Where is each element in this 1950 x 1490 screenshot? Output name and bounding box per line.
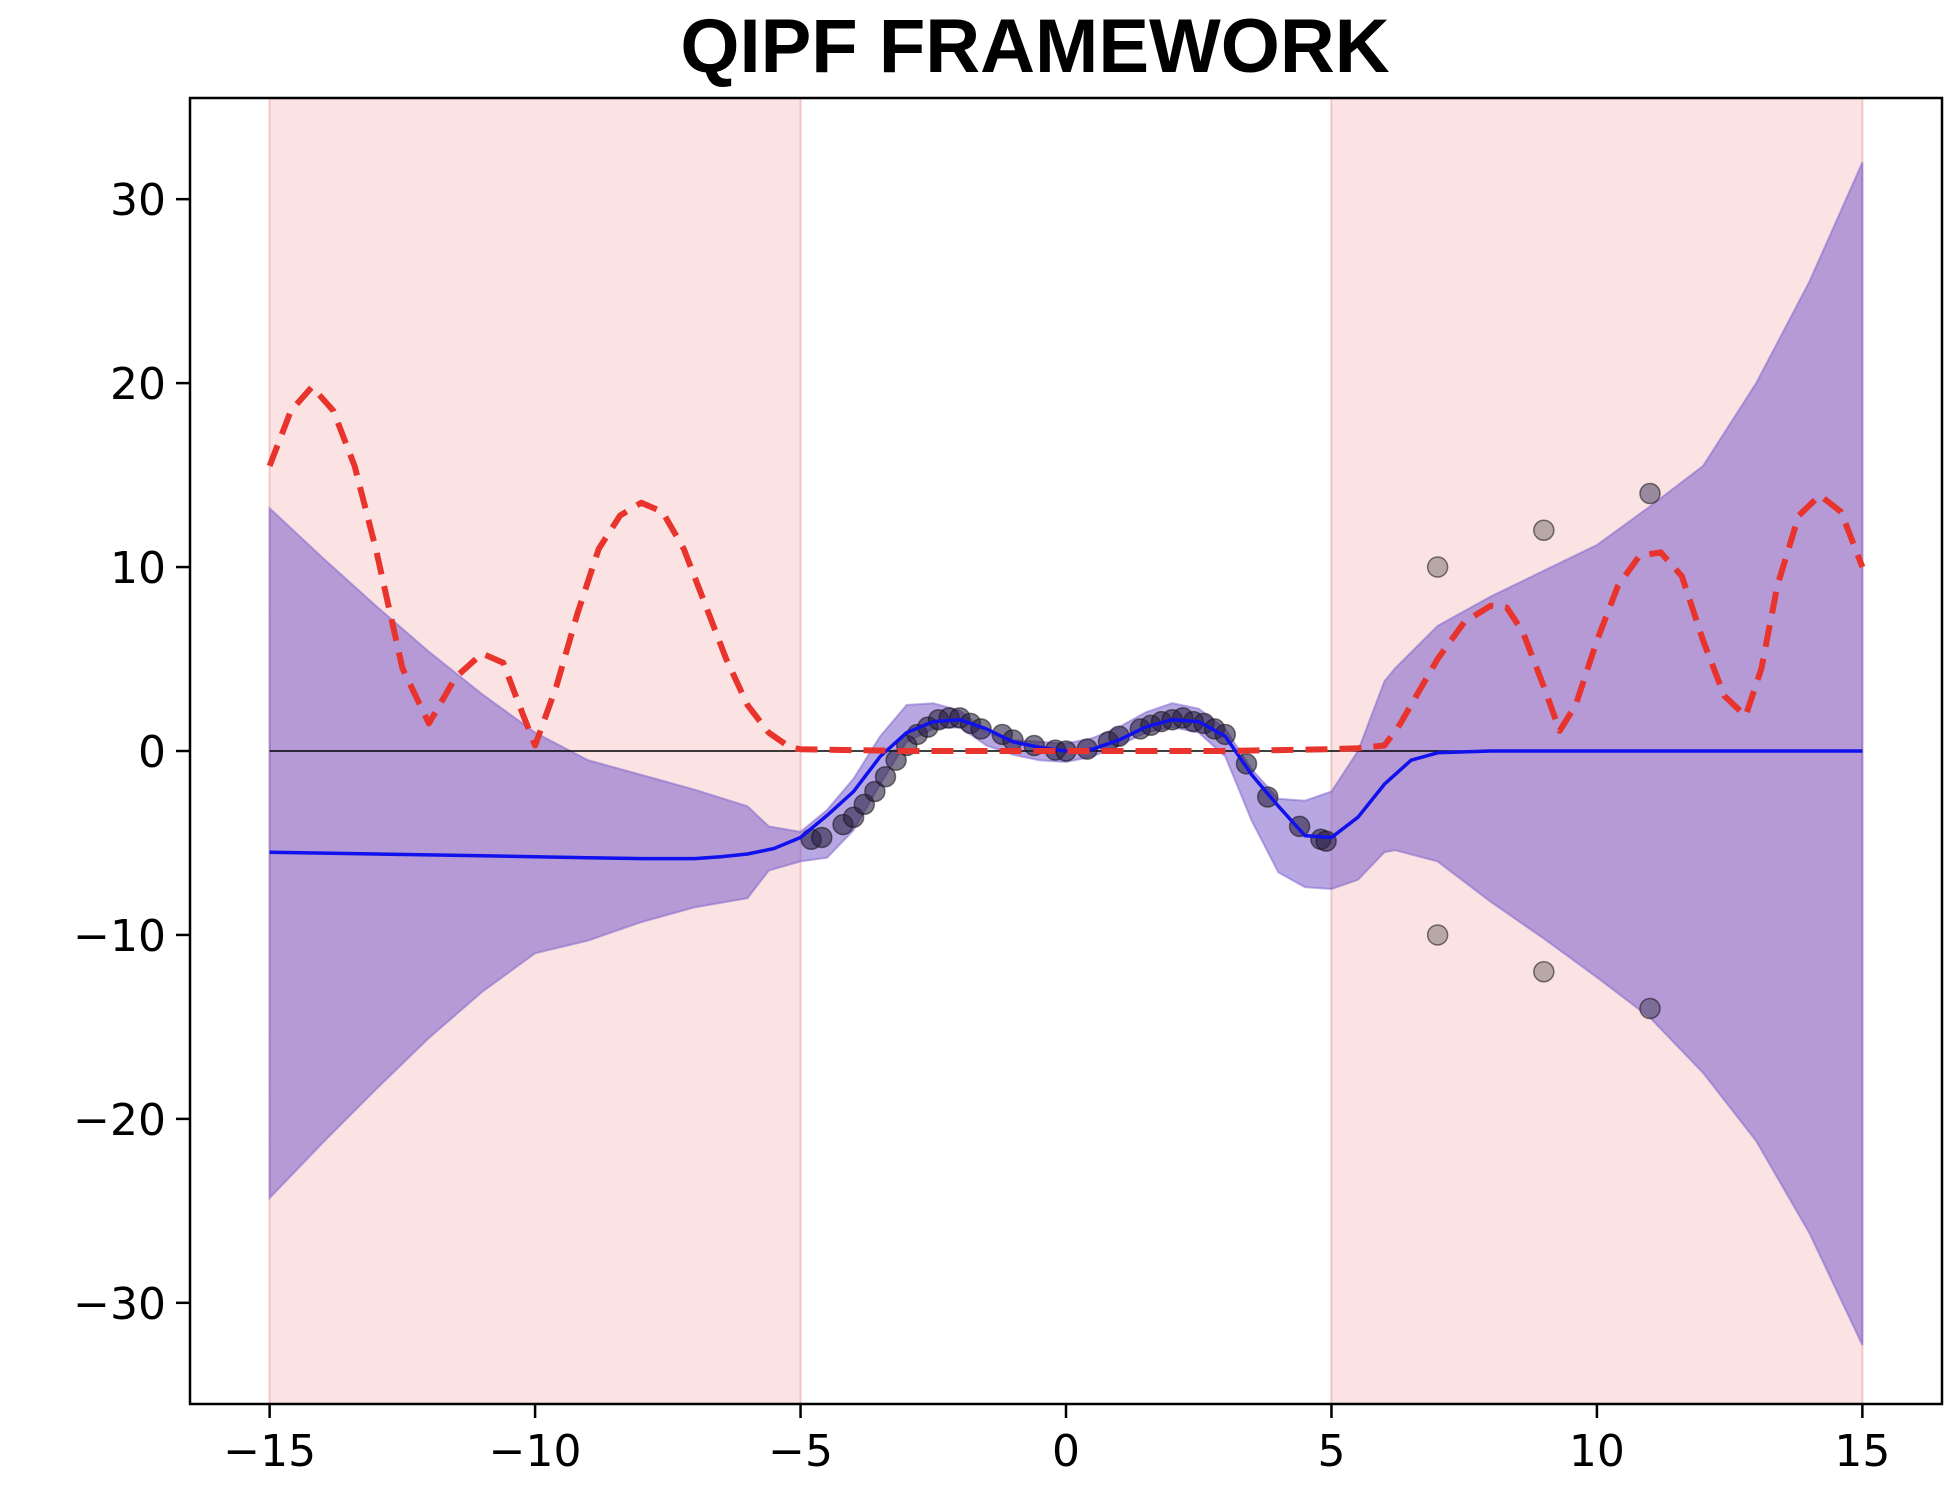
scatter-point-5 xyxy=(864,780,886,803)
y-tick-label-0: −30 xyxy=(73,1279,166,1330)
y-tick-label-1: −20 xyxy=(73,1095,166,1146)
plot-area: −15 −10 −5 0 5 10 15 −30 −20 −10 0 10 20 30 xyxy=(73,96,1944,1477)
x-tick-label-2: −5 xyxy=(768,1426,833,1477)
scatter-point-38 xyxy=(1426,556,1449,578)
scatter-point-6 xyxy=(874,766,897,788)
scatter-point-43 xyxy=(1639,997,1661,1020)
series-line-dashed xyxy=(266,383,1866,754)
scatter-point-7 xyxy=(885,749,907,771)
y-tick-label-3: 0 xyxy=(138,727,166,778)
x-tick-label-4: 5 xyxy=(1317,1426,1345,1477)
scatter-point-35 xyxy=(1288,815,1311,838)
series-line-solid xyxy=(269,717,1863,861)
scatter-point-40 xyxy=(1639,482,1661,505)
y-tick-label-4: 10 xyxy=(110,543,166,594)
x-tick-label-1: −10 xyxy=(489,1426,582,1477)
y-tick-label-5: 20 xyxy=(110,359,166,410)
x-tick-label-6: 15 xyxy=(1834,1426,1890,1477)
x-tick-label-3: 0 xyxy=(1052,1426,1080,1477)
scatter-point-41 xyxy=(1426,924,1449,946)
scatter-point-39 xyxy=(1533,519,1555,542)
x-tick-label-0: −15 xyxy=(223,1426,316,1477)
scatter-point-1 xyxy=(811,826,833,849)
chart-title: QIPF FRAMEWORK xyxy=(680,4,1389,89)
y-tick-label-2: −10 xyxy=(73,911,166,962)
scatter-point-42 xyxy=(1533,960,1555,983)
y-tick-label-6: 30 xyxy=(110,175,166,226)
x-tick-label-5: 10 xyxy=(1569,1426,1625,1477)
